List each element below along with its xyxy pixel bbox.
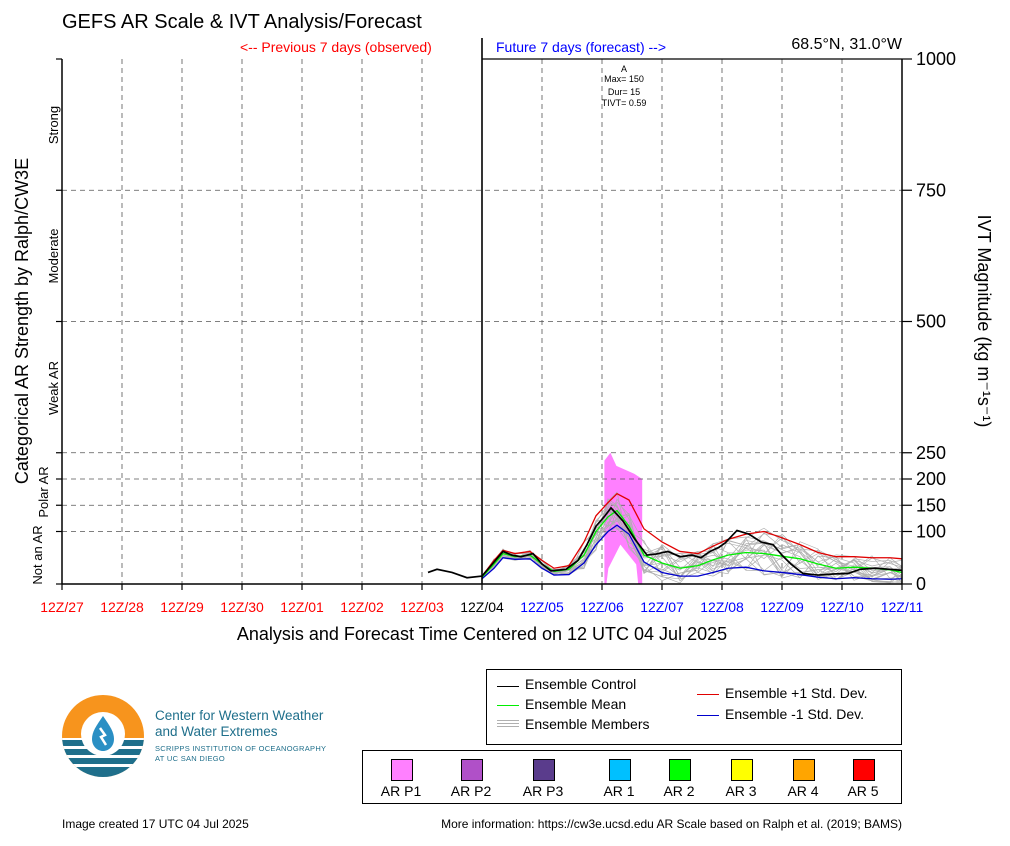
x-tick-label: 12Z/07 [640,599,684,615]
category-not-ar: Not an AR [30,525,45,584]
x-axis-label: Analysis and Forecast Time Centered on 1… [237,624,727,644]
legend-control-line [497,686,519,687]
grid-lines [62,59,902,584]
ar-scale-legend: AR P1 AR P2 AR P3 AR 1 AR 2 AR 3 AR 4 AR… [362,750,902,804]
legend-minus-sd-line [697,715,719,716]
annotation-max: Max= 150 [604,74,644,84]
more-information-text: More information: https://cw3e.ucsd.edu … [441,817,902,831]
legend-mean-label: Ensemble Mean [525,696,627,712]
swatch-ar-3 [731,759,753,781]
category-strong: Strong [46,106,61,144]
x-tick-label: 12Z/10 [820,599,864,615]
x-tick-label: 12Z/09 [760,599,804,615]
annotation-dur: Dur= 15 [608,87,640,97]
y-tick-label: 750 [916,180,946,200]
ivt-chart: 0 100 150 200 250 500 750 1000 12Z/27 12Z/28 12Z/2… [12,38,994,644]
label-ar-4: AR 4 [787,783,819,799]
x-tick-label: 12Z/04 [460,599,504,615]
y-tick-label: 100 [916,522,946,542]
y-tick-label: 500 [916,312,946,332]
category-polar: Polar AR [36,466,51,517]
logo-line-3: SCRIPPS INSTITUTION OF OCEANOGRAPHY [155,744,327,753]
label-ar-p2: AR P2 [450,783,492,799]
x-tick-label: 12Z/27 [40,599,84,615]
x-tick-label: 12Z/02 [340,599,384,615]
x-tick-label: 12Z/29 [160,599,204,615]
x-tick-label: 12Z/01 [280,599,324,615]
swatch-ar-5 [853,759,875,781]
label-ar-p1: AR P1 [380,783,422,799]
y-tick-label: 0 [916,574,926,594]
ensemble-member-line [481,520,903,584]
legend-plus-sd-line [697,694,719,695]
label-ar-3: AR 3 [725,783,757,799]
series-ensemble-mean [481,509,903,578]
logo-line-2: and Water Extremes [155,724,278,739]
tick-labels: 0 100 150 200 250 500 750 1000 12Z/27 12Z/28 12Z/2… [40,49,956,615]
x-tick-label: 12Z/08 [700,599,744,615]
series-lines [427,492,903,580]
legend-members-lines [497,720,519,728]
label-ar-2: AR 2 [663,783,695,799]
future-days-label: Future 7 days (forecast) --> [496,39,667,55]
swatch-ar-p2 [461,759,483,781]
category-weak: Weak AR [46,361,61,415]
previous-days-label: <-- Previous 7 days (observed) [240,39,432,55]
y-right-axis-label: IVT Magnitude (kg m⁻¹s⁻¹) [974,215,994,428]
series-ensemble-1-std-dev [481,492,903,577]
annotation-tivt: TIVT= 0.59 [602,98,647,108]
x-tick-label: 12Z/11 [881,599,924,615]
legend-mean-line [497,705,519,706]
legend-minus-sd-label: Ensemble -1 Std. Dev. [725,706,865,722]
cw3e-logo-icon [62,695,144,777]
x-tick-label: 12Z/03 [400,599,444,615]
category-moderate: Moderate [46,229,61,284]
ar-annotation: A Max= 150 Dur= 15 TIVT= 0.59 [602,64,647,108]
image-created-text: Image created 17 UTC 04 Jul 2025 [62,817,249,831]
chart-title: GEFS AR Scale & IVT Analysis/Forecast [62,11,422,33]
legend-control-label: Ensemble Control [525,676,637,692]
label-ar-5: AR 5 [847,783,879,799]
x-tick-label: 12Z/30 [220,599,264,615]
location-label: 68.5°N, 31.0°W [791,36,902,53]
swatch-ar-p3 [533,759,555,781]
annotation-letter: A [621,64,627,74]
series-ensemble-1-std-dev [481,524,903,580]
logo-line-4: AT UC SAN DIEGO [155,754,226,763]
label-ar-1: AR 1 [603,783,635,799]
axes [56,38,912,590]
swatch-ar-4 [793,759,815,781]
ensemble-member-line [481,512,903,584]
series-ensemble-control [427,506,903,579]
legend-members-label: Ensemble Members [525,716,650,732]
x-tick-label: 12Z/28 [100,599,144,615]
label-ar-p3: AR P3 [522,783,564,799]
y-tick-label: 150 [916,495,946,515]
y-tick-label: 250 [916,443,946,463]
x-tick-label: 12Z/05 [520,599,564,615]
logo-line-1: Center for Western Weather [155,708,324,723]
y-tick-label: 200 [916,469,946,489]
y-left-axis-label: Categorical AR Strength by Ralph/CW3E [12,158,32,484]
series-legend: Ensemble Control Ensemble Mean Ensemble … [486,669,902,745]
y-tick-label: 1000 [916,49,956,69]
swatch-ar-2 [669,759,691,781]
swatch-ar-1 [609,759,631,781]
legend-plus-sd-label: Ensemble +1 Std. Dev. [725,685,868,701]
x-tick-label: 12Z/06 [580,599,624,615]
swatch-ar-p1 [391,759,413,781]
